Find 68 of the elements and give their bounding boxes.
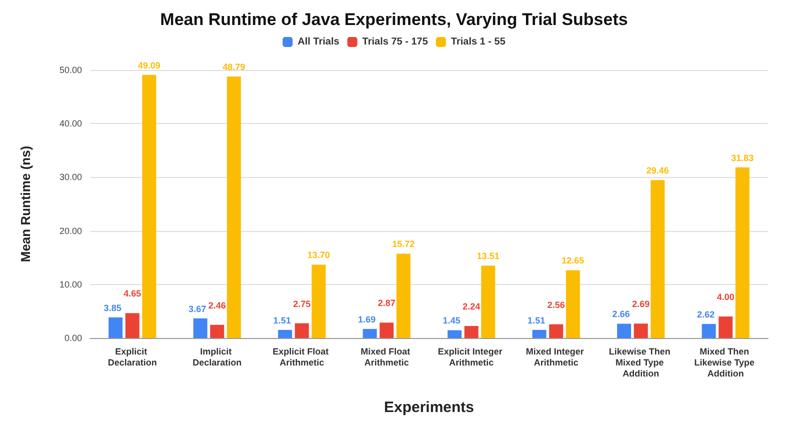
bar	[549, 324, 564, 338]
bar	[617, 324, 632, 338]
x-tick-label: Explicit Integer Arithmetic	[438, 346, 505, 368]
y-tick-label: 40.00	[59, 118, 82, 129]
bar	[702, 324, 716, 338]
x-tick-label: Explicit Declaration	[108, 346, 157, 368]
data-label: 2.56	[547, 300, 565, 310]
x-tick-label: Mixed Integer Arithmetic	[526, 346, 586, 368]
y-tick-label: 30.00	[59, 172, 82, 182]
bar	[312, 264, 326, 338]
data-label: 3.67	[188, 304, 206, 314]
data-label: 15.72	[392, 239, 415, 250]
bar	[362, 328, 377, 338]
data-label: 2.46	[208, 300, 226, 310]
data-label: 13.51	[476, 251, 500, 262]
bar	[464, 326, 478, 338]
data-label: 12.65	[562, 256, 584, 266]
x-tick-label: Explicit Float Arithmetic	[272, 346, 332, 368]
bar	[142, 74, 156, 338]
bar	[634, 324, 648, 338]
chart-title: Mean Runtime of Java Experiments, Varying Trial Subsets	[160, 10, 628, 29]
data-label: 2.24	[462, 301, 480, 312]
bar	[125, 313, 140, 338]
data-label: 2.75	[293, 298, 311, 309]
bar	[718, 316, 733, 338]
y-tick-label: 0.00	[64, 333, 82, 343]
x-axis-title: Experiments	[384, 399, 474, 416]
data-label: 1.69	[358, 314, 376, 324]
y-tick-label: 20.00	[59, 226, 82, 236]
bar	[380, 322, 394, 338]
bar	[294, 323, 309, 338]
data-label: 29.46	[646, 166, 669, 176]
bar	[650, 180, 665, 338]
bar	[735, 167, 750, 338]
data-label: 48.79	[222, 62, 246, 72]
legend-label: Trials 75 - 175	[362, 36, 428, 48]
data-label: 1.45	[442, 316, 460, 326]
bar	[532, 330, 546, 338]
bar	[193, 318, 208, 338]
data-label: 2.69	[632, 299, 650, 310]
bar	[448, 330, 462, 338]
data-label: 2.66	[612, 309, 630, 320]
x-tick-label: Likewise Then Mixed Type Addition	[608, 346, 673, 378]
data-label: 3.85	[104, 302, 122, 313]
data-label: 49.09	[138, 60, 160, 70]
y-tick-label: 10.00	[59, 279, 82, 290]
bar	[226, 76, 241, 338]
data-label: 13.70	[307, 250, 330, 260]
bar	[566, 270, 580, 338]
bar	[396, 254, 410, 338]
y-tick-label: 50.00	[59, 65, 82, 75]
data-label: 4.65	[124, 288, 142, 299]
legend-label: Trials 1 - 55	[450, 36, 506, 48]
x-tick-label: Mixed Then Likewise Type Addition	[694, 346, 758, 378]
bar	[481, 266, 496, 338]
bar	[108, 317, 123, 338]
data-label: 31.83	[731, 152, 754, 163]
x-tick-label: Implicit Declaration	[192, 346, 242, 368]
data-label: 2.87	[378, 298, 396, 308]
data-label: 1.51	[528, 315, 546, 326]
bar	[210, 324, 224, 338]
bar	[278, 330, 292, 338]
data-label: 2.62	[697, 309, 715, 320]
y-axis-title: Mean Runtime (ns)	[18, 146, 33, 262]
x-tick-label: Mixed Float Arithmetic	[360, 346, 413, 368]
data-label: 4.00	[716, 292, 734, 302]
data-label: 1.51	[273, 315, 291, 326]
legend-label: All Trials	[298, 36, 340, 48]
